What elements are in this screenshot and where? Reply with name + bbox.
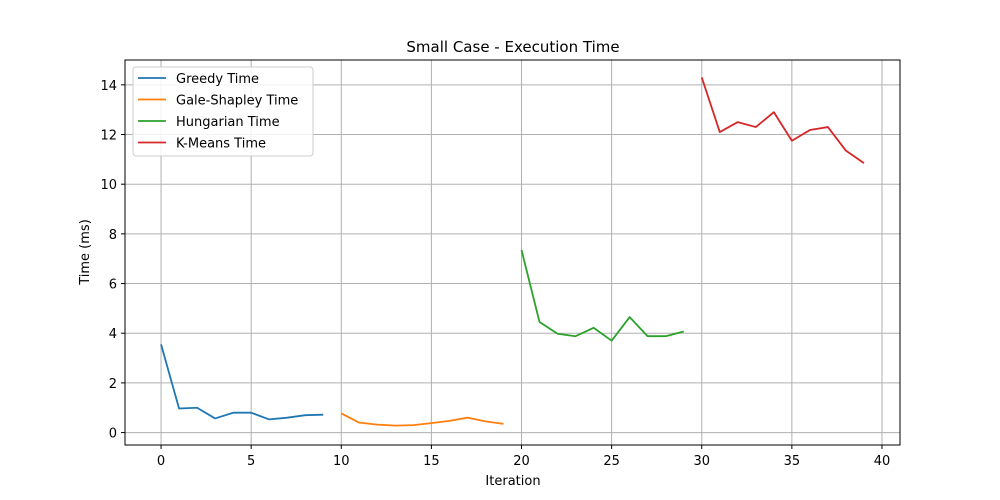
x-tick-label: 25: [603, 454, 620, 469]
plot-frame: [124, 59, 901, 446]
grid: [125, 60, 900, 445]
y-tick-label: 0: [109, 427, 117, 442]
legend: Greedy Time Gale-Shapley Time Hungarian Ti…: [132, 66, 314, 157]
y-tick-label: 2: [109, 377, 117, 392]
legend-label: Hungarian Time: [176, 115, 280, 130]
y-tick-label: 12: [100, 129, 117, 144]
x-tick-label: 15: [423, 454, 440, 469]
chart-title: Small Case - Execution Time: [406, 38, 619, 56]
y-tick-label: 8: [109, 228, 117, 243]
y-tick-label: 4: [109, 327, 117, 342]
x-tick-label: 20: [513, 454, 530, 469]
x-tick-label: 35: [784, 454, 801, 469]
series-line-hungarian-time: [520, 249, 684, 342]
x-tick-label: 30: [693, 454, 710, 469]
y-tick-label: 10: [100, 178, 117, 193]
x-tick-label: 5: [247, 454, 255, 469]
legend-box: [132, 66, 314, 157]
y-tick-label: 6: [109, 278, 117, 293]
series-line-greedy-time: [160, 344, 324, 421]
legend-label: Gale-Shapley Time: [176, 94, 298, 109]
series-group: [160, 77, 865, 427]
x-axis-label: Iteration: [485, 474, 540, 489]
legend-label: K-Means Time: [176, 137, 266, 152]
x-tick-label: 40: [874, 454, 891, 469]
series-line-k-means-time: [700, 77, 865, 164]
y-tick-label: 14: [100, 79, 117, 94]
axis-ticks: 0 5 10 15 20 25 30 35 40 0 2 4 6 8 10 12 14: [100, 79, 890, 469]
x-tick-label: 0: [157, 454, 165, 469]
series-line-gale-shapley-time: [340, 412, 504, 427]
y-axis-label: Time (ms): [78, 219, 93, 286]
legend-label: Greedy Time: [176, 72, 259, 87]
x-tick-label: 10: [333, 454, 350, 469]
